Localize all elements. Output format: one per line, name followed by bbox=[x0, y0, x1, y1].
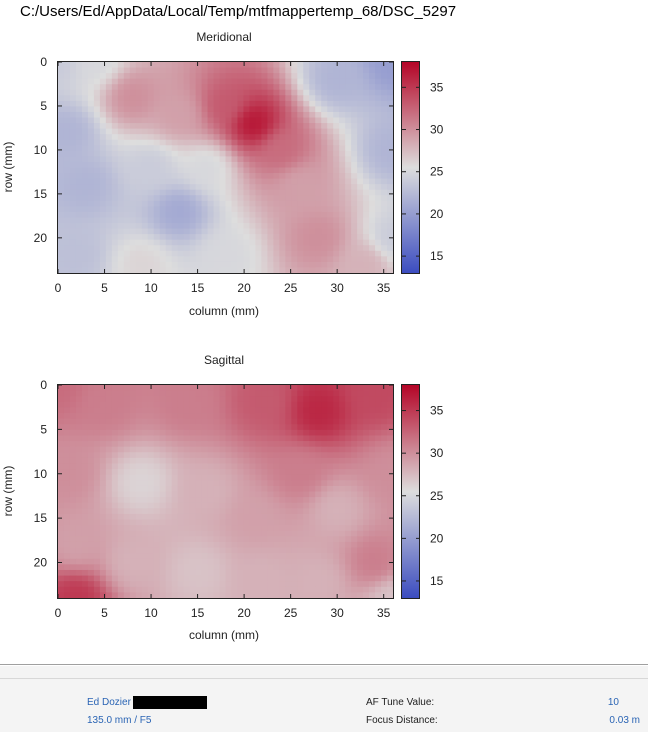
sagittal-colorbar bbox=[401, 384, 420, 599]
meridional-x-tick-label: 20 bbox=[237, 281, 251, 295]
meridional-y-tick-label: 0 bbox=[40, 55, 47, 69]
mtf-heatmap-plots: Meridional 0 5 10 15 20 25 30 35 0 5 10 15 20 colum… bbox=[1, 30, 444, 642]
sagittal-x-tick-label: 35 bbox=[377, 606, 391, 620]
sagittal-heatmap bbox=[58, 385, 393, 598]
lens-info: 135.0 mm / F5 bbox=[87, 715, 152, 726]
meridional-x-tick-label: 35 bbox=[377, 281, 391, 295]
sagittal-x-tick-label: 0 bbox=[55, 606, 62, 620]
sagittal-colorbar-tick-label: 30 bbox=[430, 446, 444, 460]
meridional-colorbar-tick-label: 30 bbox=[430, 123, 444, 137]
focus-distance-value: 0.03 m bbox=[609, 715, 640, 726]
meridional-colorbar-tick-label: 20 bbox=[430, 207, 444, 221]
redacted-block bbox=[133, 696, 207, 709]
sagittal-y-label: row (mm) bbox=[1, 466, 15, 517]
sagittal-colorbar-tick-label: 20 bbox=[430, 531, 444, 545]
meridional-x-tick-label: 15 bbox=[191, 281, 205, 295]
sagittal-x-tick-label: 5 bbox=[101, 606, 108, 620]
panel-divider bbox=[0, 664, 648, 665]
meridional-x-tick-label: 25 bbox=[284, 281, 298, 295]
sagittal-y-tick-label: 5 bbox=[40, 422, 47, 436]
meridional-y-axis: 0 5 10 15 20 bbox=[34, 55, 393, 245]
meridional-y-label: row (mm) bbox=[1, 142, 15, 193]
meridional-y-tick-label: 20 bbox=[34, 231, 48, 245]
meridional-colorbar-tick-label: 15 bbox=[430, 249, 444, 263]
meridional-x-tick-label: 30 bbox=[330, 281, 344, 295]
sagittal-colorbar-tick-label: 25 bbox=[430, 489, 444, 503]
sagittal-x-tick-label: 30 bbox=[330, 606, 344, 620]
sagittal-x-tick-label: 20 bbox=[237, 606, 251, 620]
panel-inner-divider bbox=[0, 678, 648, 679]
sagittal-y-tick-label: 20 bbox=[34, 556, 48, 570]
author-name: Ed Dozier bbox=[87, 697, 131, 708]
sagittal-colorbar-tick-label: 15 bbox=[430, 574, 444, 588]
meridional-y-tick-label: 10 bbox=[34, 143, 48, 157]
meridional-x-axis: 0 5 10 15 20 25 30 35 bbox=[55, 62, 391, 295]
af-tune-label: AF Tune Value: bbox=[366, 697, 435, 708]
sagittal-colorbar-tick-label: 35 bbox=[430, 404, 444, 418]
meridional-colorbar-tick-label: 25 bbox=[430, 165, 444, 179]
meridional-colorbar-ticks: 15 20 25 30 35 bbox=[402, 80, 444, 263]
meridional-x-tick-label: 0 bbox=[55, 281, 62, 295]
sagittal-x-label: column (mm) bbox=[189, 628, 259, 642]
sagittal-y-tick-label: 10 bbox=[34, 467, 48, 481]
sagittal-y-tick-label: 15 bbox=[34, 511, 48, 525]
sagittal-y-tick-label: 0 bbox=[40, 378, 47, 392]
meridional-plot: Meridional 0 5 10 15 20 25 30 35 0 5 10 15 20 colum… bbox=[1, 30, 444, 318]
file-path-title: C:/Users/Ed/AppData/Local/Temp/mtfmapper… bbox=[20, 3, 457, 20]
meridional-heatmap bbox=[58, 62, 393, 273]
sagittal-title: Sagittal bbox=[204, 353, 244, 367]
sagittal-x-tick-label: 15 bbox=[191, 606, 205, 620]
meridional-colorbar-tick-label: 35 bbox=[430, 80, 444, 94]
meridional-title: Meridional bbox=[196, 30, 251, 44]
focus-distance-label: Focus Distance: bbox=[366, 715, 438, 726]
sagittal-x-axis: 0 5 10 15 20 25 30 35 bbox=[55, 385, 391, 620]
sagittal-colorbar-ticks: 15 20 25 30 35 bbox=[402, 404, 444, 588]
meridional-y-tick-label: 5 bbox=[40, 99, 47, 113]
image-info-panel bbox=[0, 666, 648, 732]
meridional-x-tick-label: 10 bbox=[144, 281, 158, 295]
sagittal-x-tick-label: 25 bbox=[284, 606, 298, 620]
sagittal-plot: Sagittal 0 5 10 15 20 25 30 35 0 5 10 15 20 column … bbox=[1, 353, 444, 642]
sagittal-x-tick-label: 10 bbox=[144, 606, 158, 620]
meridional-x-label: column (mm) bbox=[189, 304, 259, 318]
sagittal-y-axis: 0 5 10 15 20 bbox=[34, 378, 393, 570]
af-tune-value: 10 bbox=[607, 697, 619, 708]
meridional-y-tick-label: 15 bbox=[34, 187, 48, 201]
meridional-x-tick-label: 5 bbox=[101, 281, 108, 295]
meridional-colorbar bbox=[401, 61, 420, 274]
